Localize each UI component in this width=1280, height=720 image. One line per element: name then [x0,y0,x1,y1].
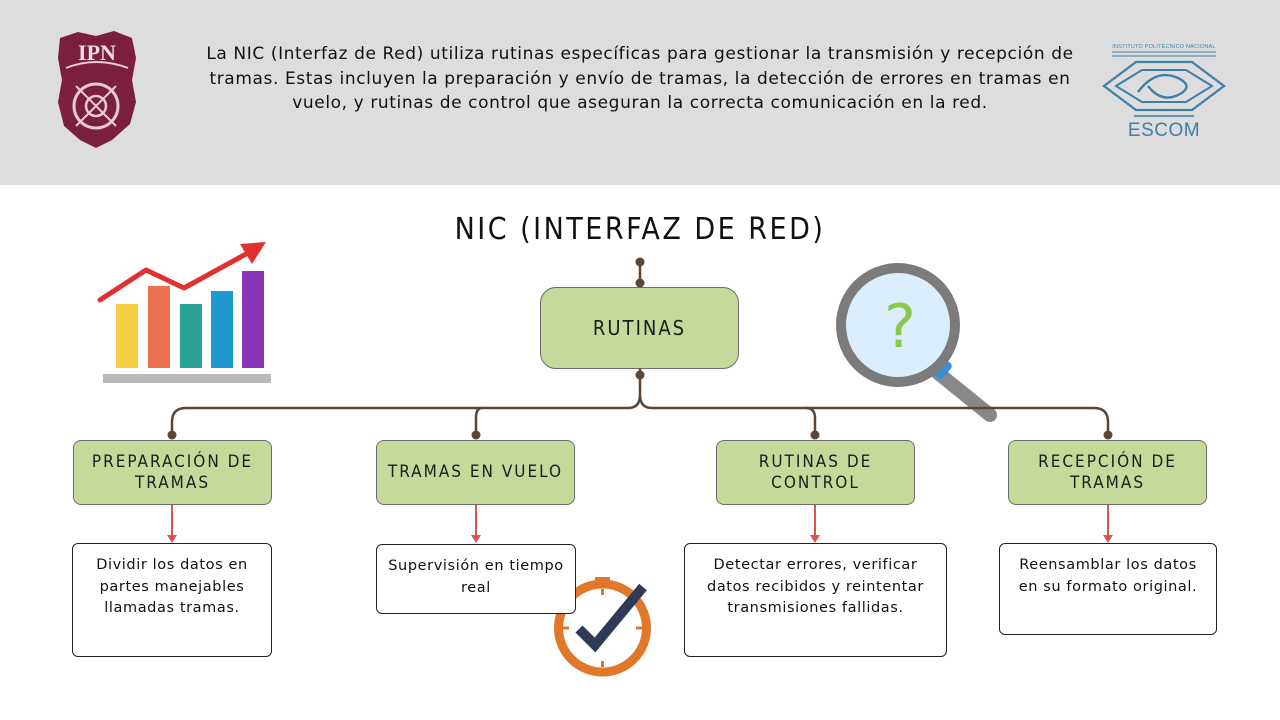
root-node-rutinas: RUTINAS [540,287,739,369]
escom-logo: INSTITUTO POLITÉCNICO NACIONAL ESCOM [1098,42,1230,142]
header-description: La NIC (Interfaz de Red) utiliza rutinas… [206,44,1074,113]
node-rutinas-de-control: RUTINAS DE CONTROL [716,440,915,505]
header-band: IPN La NIC (Interfaz de Red) utiliza rut… [0,0,1280,185]
bar-chart-growth-icon [97,242,271,383]
description-recepcion: Reensamblar los datos en su formato orig… [999,543,1217,635]
escom-emblem-icon [1102,51,1226,117]
node-recepcion-de-tramas: RECEPCIÓN DE TRAMAS [1008,440,1207,505]
description-preparacion: Dividir los datos en partes manejables l… [72,543,272,657]
clock-checkmark-icon [554,577,651,677]
svg-text:?: ? [884,292,916,362]
svg-text:IPN: IPN [78,40,116,65]
escom-institution-label: INSTITUTO POLITÉCNICO NACIONAL [1112,44,1216,50]
diagram-title: NIC (INTERFAZ DE RED) [454,212,826,247]
node-preparacion-de-tramas: PREPARACIÓN DE TRAMAS [73,440,272,505]
node-tramas-en-vuelo: TRAMAS EN VUELO [376,440,575,505]
escom-logo-text: ESCOM [1127,120,1201,141]
description-rutinas-de-control: Detectar errores, verificar datos recibi… [684,543,947,657]
ipn-logo-icon: IPN [58,31,136,148]
description-tramas-en-vuelo: Supervisión en tiempo real [376,544,576,614]
